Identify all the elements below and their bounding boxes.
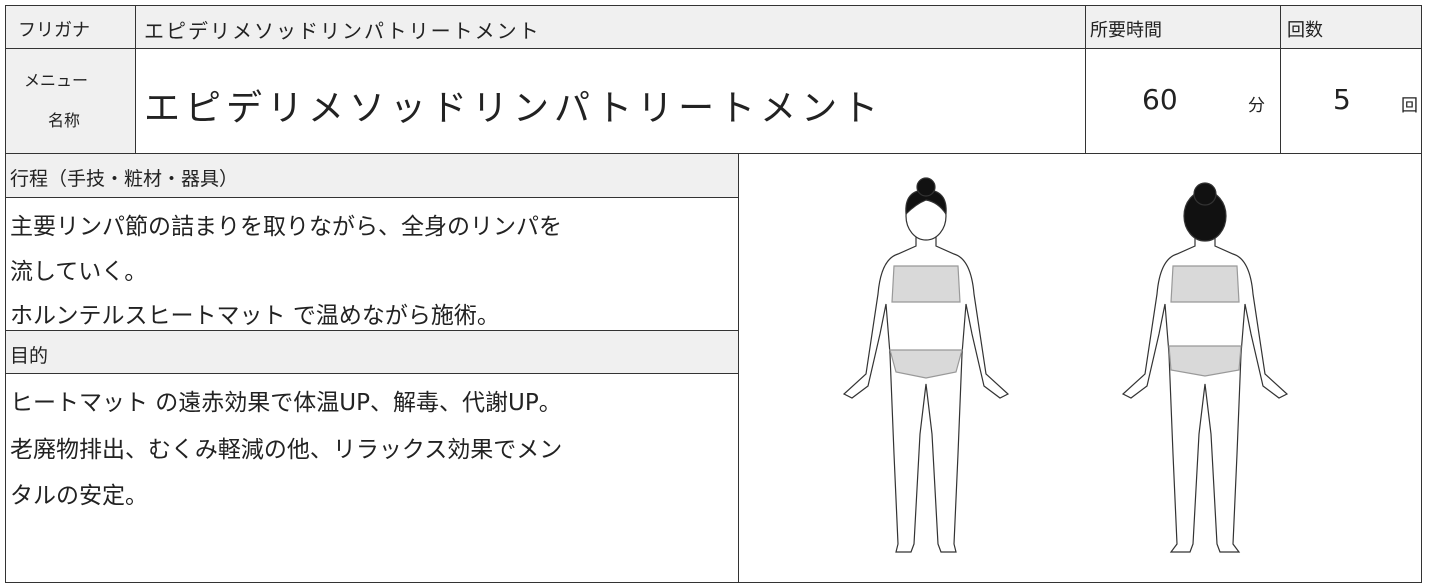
bottom	[889, 349, 963, 379]
hair	[905, 189, 947, 216]
menu-name: エピデリメソッドリンパトリートメント	[144, 88, 884, 129]
furigana-label-cell: フリガナ	[5, 5, 136, 49]
purpose-line: タルの安定。	[10, 483, 148, 509]
time-cell: 60 分	[1085, 48, 1281, 154]
count-unit: 回	[1401, 96, 1418, 116]
time-label-cell: 所要時間	[1085, 5, 1281, 49]
purpose-heading: 目的	[10, 345, 49, 367]
process-line: 流していく。	[10, 259, 148, 285]
top	[1170, 265, 1240, 303]
menu-label: 名称	[48, 111, 81, 130]
time-unit: 分	[1248, 96, 1265, 116]
count-label: 回数	[1287, 20, 1323, 41]
menu-label-cell: メニュー 名称	[5, 48, 136, 154]
purpose-line: ヒートマット の遠赤効果で体温UP、解毒、代謝UP。	[10, 390, 562, 416]
menu-label: メニュー	[24, 71, 89, 90]
process-heading: 行程（手技・粧材・器具）	[10, 168, 239, 190]
hair-bun	[916, 177, 936, 197]
figure-panel	[738, 153, 1422, 583]
furigana: エピデリメソッドリンパトリートメント	[144, 19, 541, 43]
count-cell: 5 回	[1280, 48, 1422, 154]
furigana-label: フリガナ	[18, 20, 90, 41]
process-line: 主要リンパ節の詰まりを取りながら、全身のリンパを	[10, 214, 562, 240]
time-value: 60	[1142, 83, 1178, 116]
count-value: 5	[1333, 83, 1351, 116]
top	[891, 265, 961, 303]
process-line: ホルンテルスヒートマット で温めながら施術。	[10, 303, 500, 329]
process-heading-cell: 行程（手技・粧材・器具）	[5, 153, 739, 198]
bottom	[1168, 345, 1242, 377]
back-figure	[1121, 182, 1289, 553]
body-figures	[842, 177, 1289, 553]
furigana-cell: エピデリメソッドリンパトリートメント	[135, 5, 1086, 49]
menu-name-cell: エピデリメソッドリンパトリートメント	[135, 48, 1086, 154]
time-label: 所要時間	[1090, 20, 1162, 41]
hair-bun	[1193, 182, 1217, 206]
front-figure	[842, 177, 1010, 553]
purpose-heading-cell: 目的	[5, 330, 739, 374]
count-label-cell: 回数	[1280, 5, 1422, 49]
purpose-line: 老廃物排出、むくみ軽減の他、リラックス効果でメン	[10, 437, 563, 463]
